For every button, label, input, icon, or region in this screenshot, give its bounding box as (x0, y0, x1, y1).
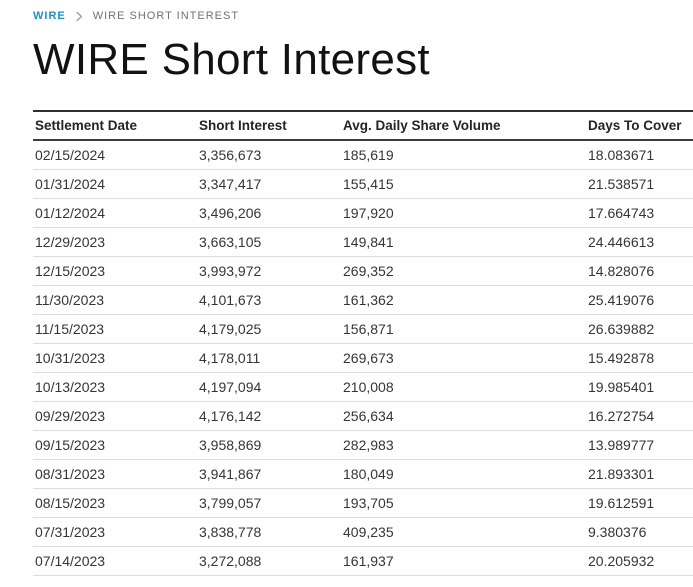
table-cell-avg-daily-share-volume: 210,008 (341, 372, 586, 402)
column-header-avg-daily-share-volume: Avg. Daily Share Volume (341, 110, 586, 141)
table-cell-avg-daily-share-volume: 256,634 (341, 401, 586, 431)
table-cell-short-interest: 3,347,417 (197, 169, 341, 199)
table-row: 07/31/2023 3,838,778 409,235 9.380376 (33, 517, 693, 547)
table-cell-days-to-cover: 16.272754 (586, 401, 693, 431)
table-header: Settlement Date Short Interest Avg. Dail… (33, 110, 693, 141)
table-cell-avg-daily-share-volume: 282,983 (341, 430, 586, 460)
table-cell-avg-daily-share-volume: 193,705 (341, 488, 586, 518)
table-cell-days-to-cover: 14.828076 (586, 256, 693, 286)
table-cell-days-to-cover: 19.612591 (586, 488, 693, 518)
column-header-short-interest: Short Interest (197, 110, 341, 141)
table-cell-short-interest: 3,941,867 (197, 459, 341, 489)
table-cell-days-to-cover: 19.985401 (586, 372, 693, 402)
table-row: 09/29/2023 4,176,142 256,634 16.272754 (33, 401, 693, 431)
table-header-row: Settlement Date Short Interest Avg. Dail… (33, 110, 693, 141)
table-cell-avg-daily-share-volume: 155,415 (341, 169, 586, 199)
table-cell-avg-daily-share-volume: 156,871 (341, 314, 586, 344)
table-cell-short-interest: 3,496,206 (197, 198, 341, 228)
table-body: 02/15/2024 3,356,673 185,619 18.083671 01/31… (33, 140, 693, 576)
table-row: 12/29/2023 3,663,105 149,841 24.446613 (33, 227, 693, 257)
table-cell-settlement-date: 08/15/2023 (33, 488, 197, 518)
table-cell-days-to-cover: 26.639882 (586, 314, 693, 344)
table-cell-short-interest: 4,178,011 (197, 343, 341, 373)
table-cell-days-to-cover: 13.989777 (586, 430, 693, 460)
table-cell-short-interest: 4,176,142 (197, 401, 341, 431)
table-cell-days-to-cover: 17.664743 (586, 198, 693, 228)
table-cell-settlement-date: 09/15/2023 (33, 430, 197, 460)
table-cell-avg-daily-share-volume: 409,235 (341, 517, 586, 547)
breadcrumb-link-wire[interactable]: WIRE (33, 10, 66, 22)
breadcrumb: WIRE WIRE SHORT INTEREST (33, 0, 693, 23)
table-cell-settlement-date: 11/15/2023 (33, 314, 197, 344)
table-cell-avg-daily-share-volume: 149,841 (341, 227, 586, 257)
page-title: WIRE Short Interest (33, 35, 430, 84)
table-cell-days-to-cover: 25.419076 (586, 285, 693, 315)
table-row: 08/15/2023 3,799,057 193,705 19.612591 (33, 488, 693, 518)
table-cell-short-interest: 3,272,088 (197, 546, 341, 576)
table-cell-short-interest: 3,838,778 (197, 517, 341, 547)
table-row: 08/31/2023 3,941,867 180,049 21.893301 (33, 459, 693, 489)
table-cell-settlement-date: 10/13/2023 (33, 372, 197, 402)
table-cell-settlement-date: 10/31/2023 (33, 343, 197, 373)
table-cell-avg-daily-share-volume: 269,673 (341, 343, 586, 373)
table-cell-avg-daily-share-volume: 269,352 (341, 256, 586, 286)
table-row: 10/31/2023 4,178,011 269,673 15.492878 (33, 343, 693, 373)
table-cell-settlement-date: 07/14/2023 (33, 546, 197, 576)
table-cell-avg-daily-share-volume: 161,937 (341, 546, 586, 576)
short-interest-table: Settlement Date Short Interest Avg. Dail… (33, 110, 693, 576)
table-cell-short-interest: 3,958,869 (197, 430, 341, 460)
table-cell-short-interest: 3,356,673 (197, 140, 341, 170)
table-cell-short-interest: 4,179,025 (197, 314, 341, 344)
table-cell-short-interest: 4,197,094 (197, 372, 341, 402)
table-cell-settlement-date: 08/31/2023 (33, 459, 197, 489)
table-cell-settlement-date: 12/29/2023 (33, 227, 197, 257)
table-cell-short-interest: 3,663,105 (197, 227, 341, 257)
table-row: 02/15/2024 3,356,673 185,619 18.083671 (33, 140, 693, 170)
table-row: 01/12/2024 3,496,206 197,920 17.664743 (33, 198, 693, 228)
table-cell-settlement-date: 12/15/2023 (33, 256, 197, 286)
table-cell-days-to-cover: 20.205932 (586, 546, 693, 576)
table-cell-avg-daily-share-volume: 180,049 (341, 459, 586, 489)
table-cell-avg-daily-share-volume: 197,920 (341, 198, 586, 228)
table-cell-short-interest: 4,101,673 (197, 285, 341, 315)
table-row: 09/15/2023 3,958,869 282,983 13.989777 (33, 430, 693, 460)
table-row: 07/14/2023 3,272,088 161,937 20.205932 (33, 546, 693, 576)
table-cell-days-to-cover: 21.538571 (586, 169, 693, 199)
breadcrumb-current: WIRE SHORT INTEREST (92, 10, 240, 22)
chevron-right-icon (75, 11, 84, 22)
table-cell-settlement-date: 01/31/2024 (33, 169, 197, 199)
table-cell-settlement-date: 02/15/2024 (33, 140, 197, 170)
table-cell-settlement-date: 11/30/2023 (33, 285, 197, 315)
table-cell-avg-daily-share-volume: 161,362 (341, 285, 586, 315)
table-row: 11/30/2023 4,101,673 161,362 25.419076 (33, 285, 693, 315)
table-cell-days-to-cover: 21.893301 (586, 459, 693, 489)
table-row: 11/15/2023 4,179,025 156,871 26.639882 (33, 314, 693, 344)
table-cell-settlement-date: 07/31/2023 (33, 517, 197, 547)
table-cell-days-to-cover: 24.446613 (586, 227, 693, 257)
table-cell-short-interest: 3,799,057 (197, 488, 341, 518)
table-cell-days-to-cover: 18.083671 (586, 140, 693, 170)
table-cell-days-to-cover: 15.492878 (586, 343, 693, 373)
column-header-days-to-cover: Days To Cover (586, 110, 693, 141)
table-cell-short-interest: 3,993,972 (197, 256, 341, 286)
column-header-settlement-date: Settlement Date (33, 110, 197, 141)
table-row: 12/15/2023 3,993,972 269,352 14.828076 (33, 256, 693, 286)
table-cell-avg-daily-share-volume: 185,619 (341, 140, 586, 170)
table-cell-settlement-date: 01/12/2024 (33, 198, 197, 228)
table-cell-settlement-date: 09/29/2023 (33, 401, 197, 431)
table-row: 01/31/2024 3,347,417 155,415 21.538571 (33, 169, 693, 199)
table-row: 10/13/2023 4,197,094 210,008 19.985401 (33, 372, 693, 402)
table-cell-days-to-cover: 9.380376 (586, 517, 693, 547)
